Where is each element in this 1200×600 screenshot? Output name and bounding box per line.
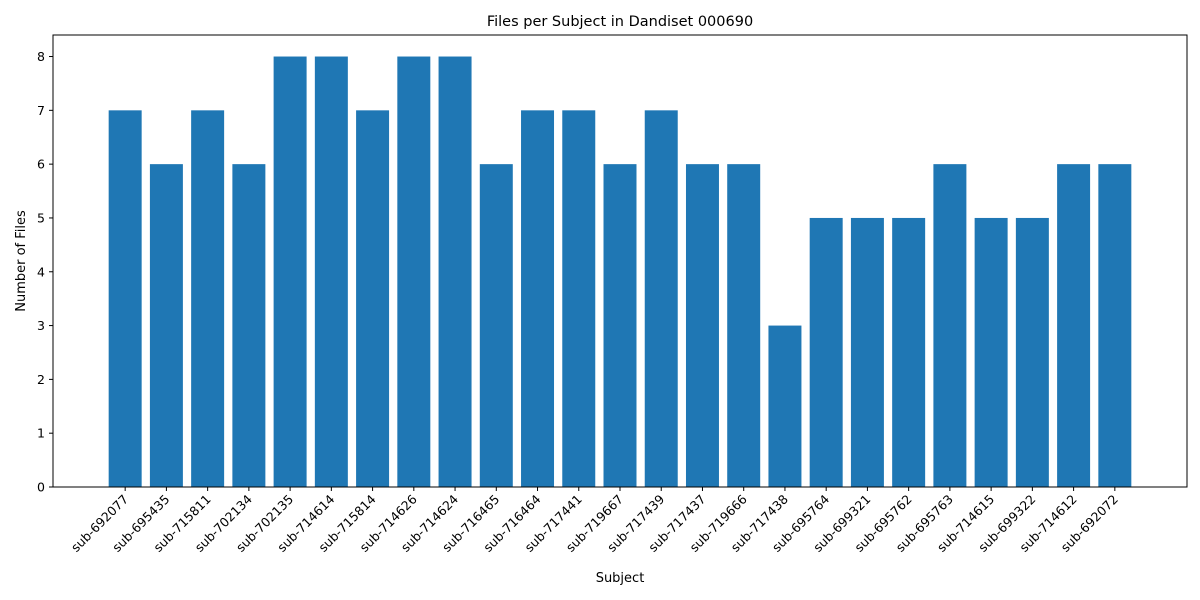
chart-title: Files per Subject in Dandiset 000690 [487, 14, 753, 30]
plot-frame [52, 34, 1188, 488]
y-tick-label: 8 [37, 49, 45, 64]
bar-sub-717441 [562, 110, 596, 487]
y-tick-label: 5 [37, 210, 45, 225]
bar-sub-717439 [644, 110, 678, 487]
y-axis-label: Number of Files [14, 210, 29, 312]
bar-sub-692072 [1098, 164, 1132, 487]
bar-sub-714624 [438, 56, 472, 488]
y-tick-label: 7 [37, 103, 45, 118]
bar-sub-702134 [232, 164, 266, 487]
bar-group [108, 56, 1132, 488]
bar-sub-714615 [974, 217, 1008, 487]
x-axis-label: Subject [596, 571, 645, 586]
bar-sub-714614 [314, 56, 348, 488]
y-tick-label: 2 [37, 372, 45, 387]
bar-sub-714612 [1057, 164, 1091, 487]
bar-sub-719666 [727, 164, 761, 487]
bar-sub-692077 [108, 110, 142, 487]
y-tick-label: 6 [37, 157, 45, 172]
bar-sub-702135 [273, 56, 307, 488]
bar-sub-719667 [603, 164, 637, 487]
bar-sub-715811 [191, 110, 225, 487]
y-tick-label: 1 [37, 426, 45, 441]
bar-sub-695435 [149, 164, 183, 487]
bar-sub-695763 [933, 164, 967, 487]
y-tick-label: 4 [37, 264, 45, 279]
bar-sub-717438 [768, 325, 802, 487]
bar-sub-716464 [521, 110, 555, 487]
bar-sub-715814 [356, 110, 390, 487]
bar-sub-695762 [892, 217, 926, 487]
y-tick-label: 3 [37, 318, 45, 333]
x-axis: sub-692077sub-695435sub-715811sub-702134… [68, 487, 1121, 555]
bar-sub-717437 [685, 164, 719, 487]
y-tick-label: 0 [37, 480, 45, 495]
bar-sub-716465 [479, 164, 513, 487]
bar-sub-695764 [809, 217, 843, 487]
bar-sub-699321 [850, 217, 884, 487]
y-axis: 0 1 2 3 4 5 6 7 8 [37, 49, 53, 495]
bar-sub-714626 [397, 56, 431, 488]
bar-sub-699322 [1015, 217, 1049, 487]
